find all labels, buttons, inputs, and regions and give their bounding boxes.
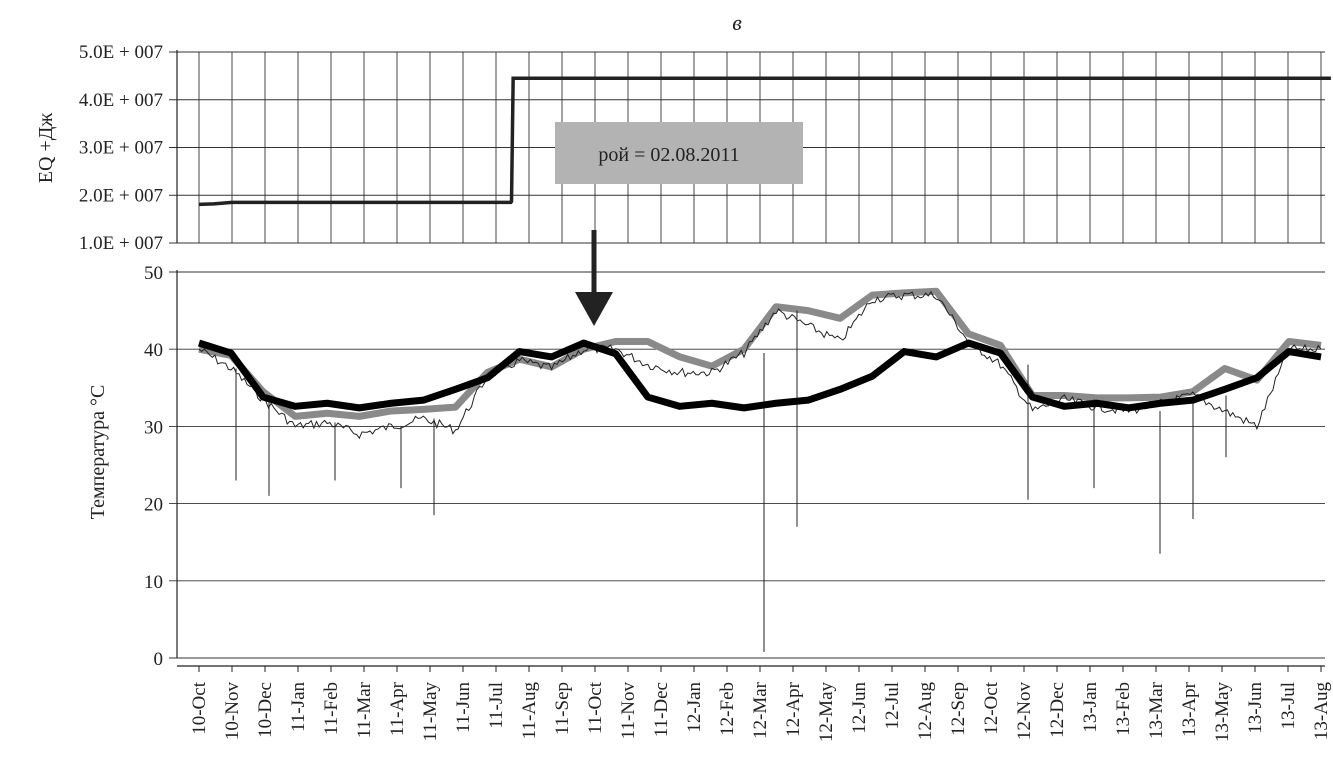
bottom-y-tick-label: 40 xyxy=(144,340,163,361)
bottom-y-tick-label: 30 xyxy=(144,417,163,438)
top-y-tick-label: 1.0E + 007 xyxy=(79,233,163,254)
x-tick-label: 11-Jan xyxy=(288,682,309,732)
bottom-series-black xyxy=(197,339,1322,412)
x-tick-label: 12-Jul xyxy=(882,682,903,730)
panel-label: в xyxy=(732,10,742,35)
x-tick-label: 12-May xyxy=(816,682,837,743)
x-tick-label: 10-Nov xyxy=(222,682,243,741)
x-tick-label: 11-Jul xyxy=(486,682,507,729)
x-tick-label: 12-Dec xyxy=(1047,682,1068,738)
top-y-axis-label: EQ +Дж xyxy=(35,113,57,184)
bottom-y-tick-label: 20 xyxy=(144,495,163,516)
x-tick-label: 11-Oct xyxy=(585,681,606,734)
x-tick-label: 13-Mar xyxy=(1146,681,1167,739)
annotation-label: рой = 02.08.2011 xyxy=(598,144,739,166)
top-y-tick-label: 5.0E + 007 xyxy=(79,42,163,63)
x-tick-label: 11-Apr xyxy=(387,681,408,736)
top-series-line xyxy=(198,76,1331,207)
x-tick-label: 10-Oct xyxy=(189,681,210,734)
annotation-box xyxy=(555,122,803,184)
bottom-y-axis-label: Температура °C xyxy=(87,385,109,520)
x-tick-label: 13-Aug xyxy=(1311,682,1332,741)
x-tick-label: 12-Mar xyxy=(750,681,771,739)
x-tick-label: 13-Jun xyxy=(1245,682,1266,734)
x-tick-label: 12-Jun xyxy=(849,682,870,734)
x-tick-label: 11-May xyxy=(420,682,441,742)
x-tick-label: 12-Aug xyxy=(915,682,936,741)
bottom-y-tick-label: 10 xyxy=(144,572,163,593)
x-tick-label: 11-Feb xyxy=(321,682,342,735)
x-tick-label: 12-Nov xyxy=(1014,682,1035,741)
top-y-tick-label: 2.0E + 007 xyxy=(79,185,163,206)
x-tick-label: 11-Dec xyxy=(651,682,672,737)
x-tick-label: 12-Oct xyxy=(981,681,1002,734)
x-tick-label: 13-Jan xyxy=(1080,682,1101,733)
x-tick-label: 11-Aug xyxy=(519,682,540,740)
x-tick-label: 13-Apr xyxy=(1179,681,1200,737)
bottom-panel: 0 10 20 30 40 50 Температура °C 10-Oct 10-Nov 10-… xyxy=(87,263,1332,742)
bottom-series-gray xyxy=(198,287,1322,420)
x-tick-label: 11-Sep xyxy=(552,682,573,735)
x-tick-label: 13-May xyxy=(1212,682,1233,743)
top-y-tick-label: 4.0E + 007 xyxy=(79,90,163,111)
x-tick-label: 12-Sep xyxy=(948,682,969,736)
x-tick-label: 11-Jun xyxy=(453,682,474,734)
x-tick-label: 11-Nov xyxy=(618,682,639,740)
x-tick-label: 12-Feb xyxy=(717,682,738,736)
x-tick-label: 11-Mar xyxy=(354,681,375,738)
bottom-y-tick-label: 0 xyxy=(154,649,164,670)
x-tick-label: 10-Dec xyxy=(255,682,276,738)
x-tick-label: 13-Feb xyxy=(1113,682,1134,736)
bottom-y-tick-label: 50 xyxy=(144,263,163,284)
x-tick-label: 13-Jul xyxy=(1278,682,1299,730)
x-tick-label: 12-Jan xyxy=(684,682,705,733)
annotation-arrow-head xyxy=(575,292,613,326)
top-y-tick-label: 3.0E + 007 xyxy=(79,138,163,159)
x-tick-label: 12-Apr xyxy=(783,681,804,737)
annotation-group: рой = 02.08.2011 xyxy=(555,122,803,326)
